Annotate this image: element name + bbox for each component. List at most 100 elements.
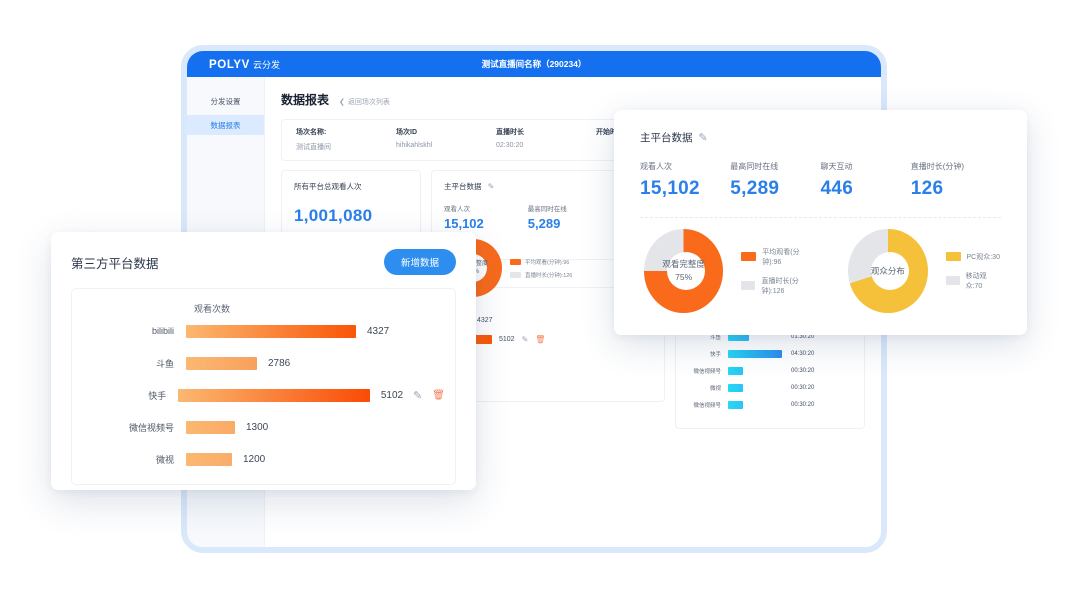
metric-views: 观看人次 15,102 <box>640 161 730 200</box>
row-label: 快手 <box>148 390 167 401</box>
add-data-button[interactable]: 新增数据 <box>383 249 456 275</box>
field-label: 开始时间 <box>596 129 624 136</box>
metric-value: 15,102 <box>640 178 700 199</box>
bar-value: 5102 <box>499 335 515 343</box>
row-value: 00:30:20 <box>791 402 815 408</box>
bar-fill <box>178 388 370 402</box>
pencil-icon[interactable]: ✎ <box>521 334 529 344</box>
row-value: 1300 <box>246 421 269 433</box>
donut-center-text: 观众分布 <box>848 229 927 313</box>
legend-swatch-icon <box>510 271 521 278</box>
bar-fill <box>728 384 743 392</box>
trash-icon[interactable]: 🗑 <box>432 389 445 401</box>
metric-chat-interactions: 聊天互动 446 <box>821 161 911 200</box>
pencil-icon[interactable]: ✎ <box>698 132 708 144</box>
logo-text: POLYV <box>209 58 250 71</box>
legend-label: PC观众:30 <box>966 253 1000 261</box>
pencil-icon[interactable]: ✎ <box>487 182 495 191</box>
table-row: 斗鱼 01:30:20 <box>688 333 852 341</box>
row-value: 4327 <box>367 325 390 337</box>
pencil-icon[interactable]: ✎ <box>413 389 423 402</box>
row-value: 5102 <box>380 389 404 401</box>
legend-item: 移动观众:70 <box>945 271 1001 291</box>
metric-peak-online: 最高同时在线 5,289 <box>730 161 820 200</box>
row-value: 2786 <box>268 357 291 369</box>
legend-label: 平均观看(分钟):96 <box>762 248 800 266</box>
legend-item: 直播时长(分钟):126 <box>510 271 572 279</box>
table-row: 微信视频号 1300 <box>82 411 445 443</box>
session-field-duration: 直播时长 02:30:20 <box>496 127 596 153</box>
audience-legend: PC观众:30 移动观众:70 <box>945 252 1001 291</box>
legend-label: 平均观看(分钟):96 <box>525 259 570 266</box>
bar-fill <box>728 350 782 358</box>
third-party-floating-panel: 第三方平台数据 新增数据 观看次数 bilibili 4327 斗鱼 2786 … <box>51 232 476 490</box>
bar-fill <box>728 333 749 341</box>
panel-title-row: 主平台数据 ✎ <box>640 130 1001 145</box>
table-row: 斗鱼 2786 <box>82 347 445 379</box>
legend-label: 移动观众:70 <box>965 272 987 290</box>
row-value: 04:30:20 <box>791 351 815 357</box>
row-label: 微信视频号 <box>128 422 174 433</box>
legend-item: 平均观看(分钟):96 <box>741 247 818 267</box>
metric-label: 最高同时在线 <box>730 162 779 171</box>
logo-subtitle: 云分发 <box>252 59 280 70</box>
third-party-chart-panel: 观看次数 bilibili 4327 斗鱼 2786 快手 5102 ✎ 🗑 微… <box>71 288 456 485</box>
field-label: 场次名称: <box>296 129 327 136</box>
field-label: 场次ID <box>396 129 417 136</box>
table-row: bilibili 4327 <box>82 315 445 347</box>
app-header: POLYV 云分发 测试直播间名称（290234） <box>187 51 881 77</box>
header-title: 测试直播间名称（290234） <box>481 59 587 69</box>
panel-title: 主平台数据 <box>640 132 693 144</box>
panel-header: 第三方平台数据 新增数据 <box>71 249 456 275</box>
main-platform-metrics: 观看人次 15,102 最高同时在线 5,289 <box>444 203 852 231</box>
main-platform-title: 主平台数据 <box>444 182 482 191</box>
completion-donut-chart: 观看完整度 75% <box>644 229 724 313</box>
back-to-session-list-link[interactable]: ❮ 返回场次列表 <box>339 97 390 107</box>
bar-fill <box>186 324 356 338</box>
back-link-label: 返回场次列表 <box>347 99 390 106</box>
bar-fill <box>186 356 257 370</box>
audience-distribution-donut-chart: 观众分布 <box>848 229 928 313</box>
session-field-id: 场次ID hihikahlskhl <box>396 127 496 153</box>
trash-icon[interactable]: 🗑 <box>535 334 546 344</box>
metric-live-duration: 直播时长(分钟) 126 <box>911 161 1001 200</box>
legend-label: 直播时长(分钟):126 <box>761 277 799 295</box>
table-row: 微信视频号 00:30:20 <box>688 401 852 409</box>
brand-logo[interactable]: POLYV 云分发 <box>209 58 280 71</box>
chevron-left-icon: ❮ <box>339 99 345 106</box>
metric-value: 446 <box>820 178 854 199</box>
divider <box>640 217 1001 218</box>
legend-item: 平均观看(分钟):96 <box>510 258 572 266</box>
metric-label: 直播时长(分钟) <box>910 162 965 171</box>
sidebar-item-data-report[interactable]: 数据报表 <box>187 115 264 135</box>
page-header: 数据报表 ❮ 返回场次列表 <box>281 91 865 108</box>
metric-value: 5,289 <box>527 216 561 231</box>
bar-fill <box>186 420 235 434</box>
table-row[interactable]: 快手 5102 ✎ 🗑 <box>82 379 445 411</box>
legend-swatch-icon <box>741 281 756 290</box>
row-label: 快手 <box>709 352 721 358</box>
row-label: bilibili <box>151 326 174 336</box>
row-label: 微视 <box>155 454 174 465</box>
completion-legend: 平均观看(分钟):96 直播时长(分钟):126 <box>510 258 572 279</box>
donut-label: 观众分布 <box>870 265 905 276</box>
bar-fill <box>728 401 743 409</box>
completion-legend: 平均观看(分钟):96 直播时长(分钟):126 <box>741 247 818 296</box>
field-value: 测试直播间 <box>296 144 331 151</box>
metric-views: 观看人次 15,102 <box>444 203 484 231</box>
field-label: 直播时长 <box>496 129 524 136</box>
metric-value: 5,289 <box>730 178 780 199</box>
bar-fill <box>728 367 743 375</box>
total-views-value: 1,001,080 <box>294 206 373 225</box>
donut-label: 观看完整度 <box>662 259 705 270</box>
row-label: 斗鱼 <box>709 335 721 341</box>
sidebar-item-distribution-settings[interactable]: 分发设置 <box>187 91 264 111</box>
legend-swatch-icon <box>741 252 757 261</box>
legend-swatch-icon <box>945 276 960 285</box>
metric-label: 观看人次 <box>444 206 470 213</box>
metric-label: 观看人次 <box>640 162 672 171</box>
donut-center-text: 观看完整度 75% <box>644 229 723 313</box>
field-value: 02:30:20 <box>496 142 524 149</box>
table-row: 快手 04:30:20 <box>688 350 852 358</box>
